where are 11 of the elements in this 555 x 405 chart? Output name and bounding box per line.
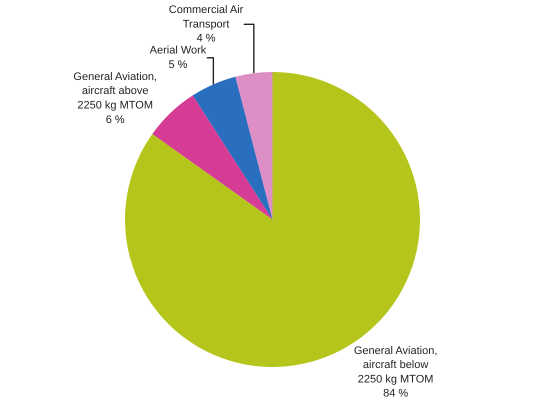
data-label: 5 %	[168, 58, 188, 71]
data-label: 4 %	[196, 32, 216, 45]
pie-slice	[192, 76, 272, 220]
slice-label: Commercial Air Transport	[168, 4, 244, 30]
data-label: 6 %	[106, 114, 125, 126]
data-label: 84 %	[383, 388, 408, 400]
slice-label: General Aviation, aircraft below 2250 kg MTOM	[354, 344, 438, 386]
slice-label: General Aviation, aircraft above 2250 kg MTOM	[73, 70, 157, 112]
slice-label: Aerial Work	[150, 44, 207, 57]
pie-slice	[152, 95, 272, 220]
pie-slice	[235, 72, 272, 220]
